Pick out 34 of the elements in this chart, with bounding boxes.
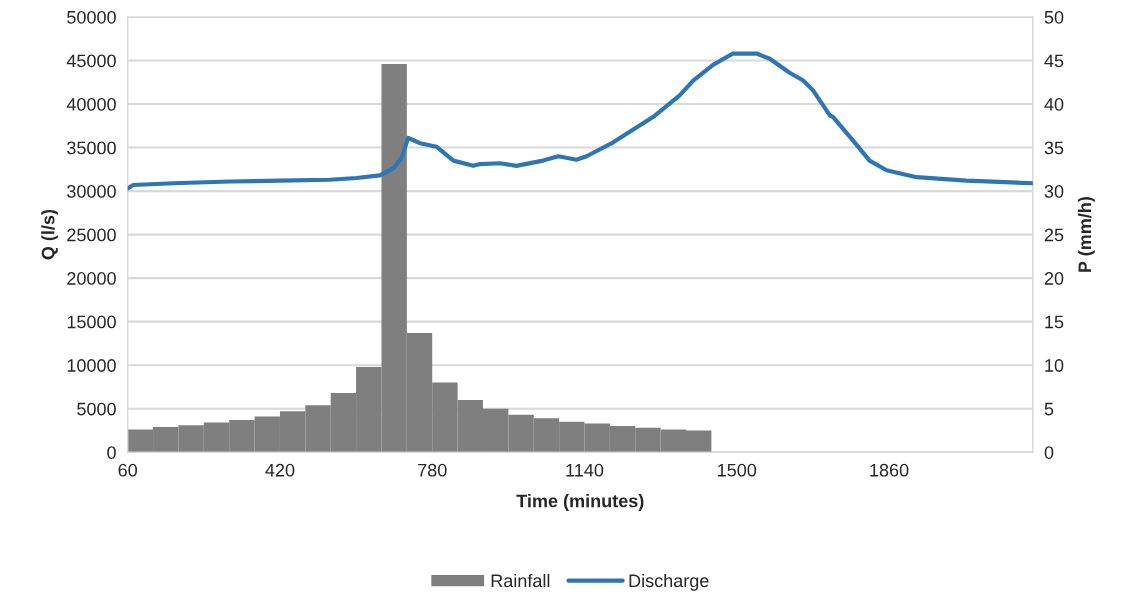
y2-tick-label: 35 — [1044, 141, 1064, 155]
y2-tick-label: 30 — [1044, 185, 1064, 198]
x-tick-label: 60 — [118, 463, 138, 477]
y-tick-label: 35000 — [67, 141, 116, 155]
y2-tick-label: 20 — [1044, 272, 1064, 285]
line-series — [127, 51, 1033, 191]
x-tick-label: 1860 — [870, 463, 909, 477]
y-tick-label: 20000 — [67, 272, 116, 285]
legend-label: Discharge — [629, 573, 709, 591]
y-tick-label: 10000 — [67, 359, 116, 372]
x-axis-title: Time (minutes) — [516, 494, 644, 511]
legend-label: Rainfall — [491, 573, 550, 588]
y2-tick-label: 5 — [1044, 402, 1054, 416]
y-tick-label: 45000 — [66, 54, 116, 68]
y-axis-title: Q (l/s) — [41, 209, 59, 260]
y2-tick-label: 40 — [1044, 97, 1064, 111]
x-tick-label: 780 — [418, 463, 447, 477]
x-tick-label: 420 — [265, 463, 295, 477]
y2-tick-label: 45 — [1044, 54, 1064, 68]
y-tick-label: 40000 — [66, 97, 116, 111]
y-tick-label: 30000 — [67, 185, 116, 198]
y2-tick-label: 50 — [1044, 10, 1064, 24]
y2-tick-label: 10 — [1045, 359, 1064, 372]
y2-axis-title: P (mm/h) — [1077, 197, 1095, 272]
y2-tick-label: 15 — [1045, 315, 1064, 329]
x-tick-label: 1500 — [718, 463, 757, 477]
y2-tick-label: 0 — [1044, 446, 1054, 459]
y-tick-label: 50000 — [67, 10, 116, 24]
y-tick-label: 0 — [107, 446, 116, 459]
y-tick-label: 15000 — [67, 315, 116, 329]
y2-tick-label: 25 — [1044, 228, 1064, 242]
y-tick-label: 25000 — [67, 228, 116, 242]
x-tick-label: 1140 — [566, 463, 604, 477]
y-tick-label: 5000 — [77, 402, 116, 416]
